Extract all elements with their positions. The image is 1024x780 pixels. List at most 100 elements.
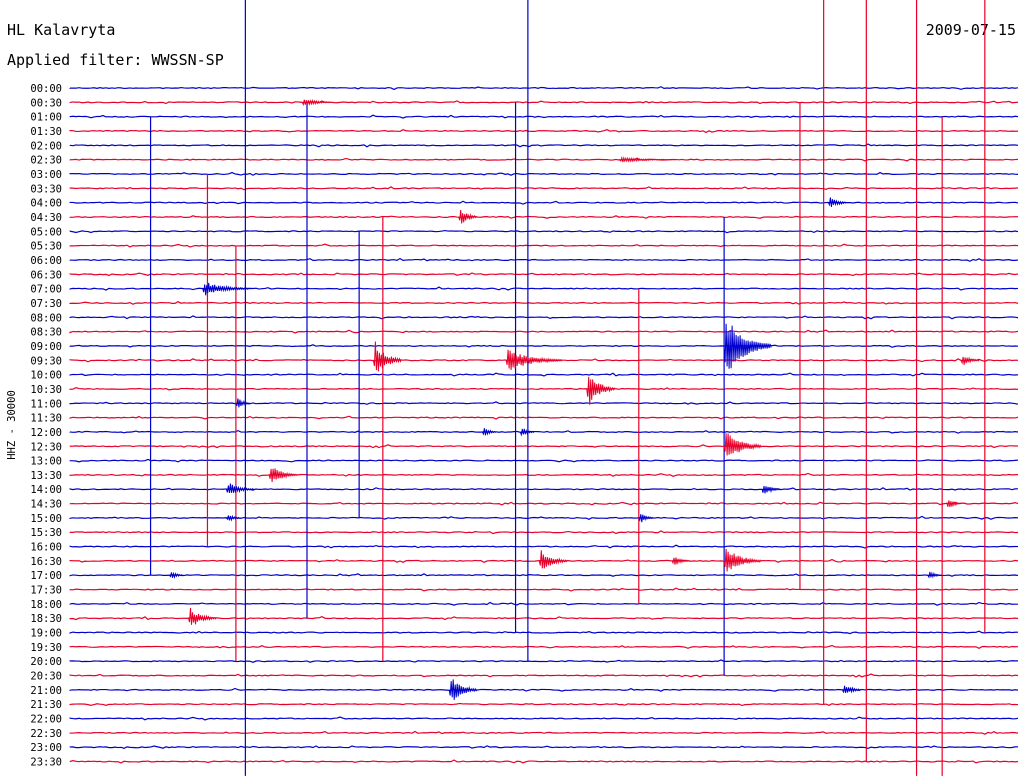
row-label: 03:30 xyxy=(30,183,62,195)
trace-row xyxy=(69,730,1019,735)
row-label: 11:30 xyxy=(30,413,62,425)
trace-row xyxy=(69,114,1019,119)
row-label: 22:00 xyxy=(30,714,62,726)
date-label: 2009-07-15 xyxy=(925,21,1016,39)
row-label: 19:30 xyxy=(30,642,62,654)
row-label: 22:30 xyxy=(30,728,62,740)
event-burst xyxy=(225,514,241,522)
event-burst xyxy=(723,548,762,572)
event-burst xyxy=(519,428,535,437)
y-axis-label: HHZ - 30000 xyxy=(6,390,18,460)
event-burst xyxy=(481,428,497,436)
trace-row xyxy=(69,186,1019,191)
row-label: 05:30 xyxy=(30,241,62,253)
row-label: 00:00 xyxy=(30,83,62,95)
event-burst xyxy=(946,500,962,508)
trace-row xyxy=(69,702,1019,707)
trace-row xyxy=(69,200,1019,205)
row-label: 18:00 xyxy=(30,599,62,611)
trace-row xyxy=(69,644,1019,649)
event-burst xyxy=(841,685,861,694)
event-burst xyxy=(586,376,616,405)
trace-row xyxy=(69,401,1019,405)
event-burst xyxy=(618,156,676,163)
row-label: 09:00 xyxy=(30,341,62,353)
event-burst xyxy=(168,571,184,580)
row-label: 10:00 xyxy=(30,370,62,382)
trace-row xyxy=(69,501,1019,506)
event-group xyxy=(168,98,980,700)
trace-row xyxy=(69,229,1019,234)
trace-row xyxy=(69,573,1019,577)
trace-row xyxy=(69,100,1019,105)
row-label: 01:00 xyxy=(30,112,62,124)
trace-row xyxy=(69,129,1019,134)
event-burst xyxy=(723,433,762,456)
event-burst xyxy=(761,485,781,494)
event-burst xyxy=(671,557,691,565)
row-label: 13:30 xyxy=(30,470,62,482)
row-label: 07:00 xyxy=(30,284,62,296)
filter-label: Applied filter: WWSSN-SP xyxy=(7,51,224,69)
event-burst xyxy=(372,341,402,372)
event-burst xyxy=(827,197,847,208)
trace-row xyxy=(69,673,1019,678)
row-label: 00:30 xyxy=(30,97,62,109)
trace-row xyxy=(69,415,1019,420)
trace-row xyxy=(69,143,1019,148)
row-label: 06:00 xyxy=(30,255,62,267)
trace-row xyxy=(69,301,1019,305)
row-label: 03:00 xyxy=(30,169,62,181)
row-label: 06:30 xyxy=(30,269,62,281)
event-burst xyxy=(188,607,217,625)
event-burst xyxy=(960,356,980,365)
trace-row xyxy=(69,472,1019,477)
row-label: 23:00 xyxy=(30,742,62,754)
trace-row xyxy=(69,487,1019,491)
trace-row xyxy=(69,243,1019,248)
trace-row xyxy=(69,386,1019,391)
row-label-group: 00:00 00:30 01:00 01:30 02:00 02:30 03:00 03:30… xyxy=(30,83,62,769)
trace-row xyxy=(69,601,1019,606)
row-label: 15:30 xyxy=(30,527,62,539)
trace-row xyxy=(69,745,1019,750)
row-label: 12:30 xyxy=(30,441,62,453)
trace-row xyxy=(69,329,1019,334)
trace-row xyxy=(69,344,1019,348)
row-label: 13:00 xyxy=(30,456,62,468)
trace-row xyxy=(69,257,1019,262)
row-label: 14:30 xyxy=(30,499,62,511)
trace-row xyxy=(69,659,1018,663)
event-burst xyxy=(505,349,563,371)
event-burst xyxy=(301,98,331,107)
trace-row xyxy=(69,429,1019,434)
row-label: 20:30 xyxy=(30,671,62,683)
trace-row xyxy=(69,630,1019,635)
trace-row xyxy=(69,215,1019,219)
trace-row xyxy=(69,315,1019,320)
row-label: 11:00 xyxy=(30,398,62,410)
row-label: 02:00 xyxy=(30,140,62,152)
row-label: 23:30 xyxy=(30,757,62,769)
row-label: 16:00 xyxy=(30,542,62,554)
trace-row xyxy=(69,530,1019,535)
row-label: 07:30 xyxy=(30,298,62,310)
row-label: 08:30 xyxy=(30,327,62,339)
event-burst xyxy=(723,323,772,369)
row-label: 14:00 xyxy=(30,484,62,496)
row-label: 18:30 xyxy=(30,613,62,625)
row-label: 19:00 xyxy=(30,628,62,640)
trace-group xyxy=(69,86,1019,764)
row-label: 20:00 xyxy=(30,656,62,668)
row-label: 04:00 xyxy=(30,198,62,210)
trace-row xyxy=(69,616,1019,621)
trace-row xyxy=(69,171,1019,176)
row-label: 10:30 xyxy=(30,384,62,396)
row-label: 21:30 xyxy=(30,699,62,711)
station-title: HL Kalavryta xyxy=(7,21,116,39)
trace-row xyxy=(69,759,1019,764)
trace-row xyxy=(69,687,1019,692)
trace-row xyxy=(69,458,1019,463)
row-label: 01:30 xyxy=(30,126,62,138)
